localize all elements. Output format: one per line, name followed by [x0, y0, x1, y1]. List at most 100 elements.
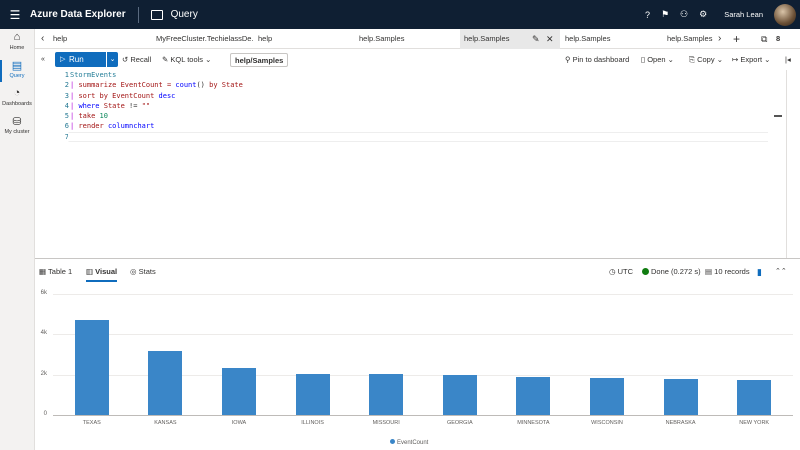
copy-results-icon[interactable]: ▮ — [757, 267, 762, 277]
column-chart: 0 2k 4k 6k TEXAS KANSAS IOWA ILLINOIS MISSOURI GE… — [35, 284, 800, 450]
keyword-token: summarize — [78, 81, 121, 90]
chart-legend[interactable]: EventCount — [390, 439, 428, 446]
tab-stats[interactable]: ◎ Stats — [130, 262, 156, 282]
x-tick-label: IOWA — [231, 420, 247, 426]
left-nav: ⌂ Home ▤ Query ◔ Dashboards ⛁ My cluster — [0, 29, 35, 450]
pipe-token: | — [70, 101, 79, 110]
code-line[interactable]: | render columnchart — [68, 121, 768, 131]
x-tick-label: MINNESOTA — [517, 420, 550, 426]
column-token: State — [221, 81, 243, 90]
scroll-right-icon[interactable]: › — [718, 33, 722, 44]
keyword-token: desc — [158, 91, 176, 100]
pin-to-dashboard-button[interactable]: ⚲ Pin to dashboard — [565, 50, 629, 70]
database-selector[interactable]: help/Samples — [230, 53, 289, 67]
pipe-token: | — [70, 91, 79, 100]
dashboard-icon: ◔ — [13, 87, 21, 99]
bar-minnesota[interactable] — [516, 377, 551, 415]
avatar[interactable] — [774, 3, 796, 26]
bar-illinois[interactable] — [295, 374, 330, 415]
kql-tools-button[interactable]: ✎ KQL tools ⌄ — [162, 55, 212, 64]
bar-wisconsin[interactable] — [590, 377, 624, 415]
tab-visual[interactable]: ▥ Visual — [86, 262, 118, 282]
user-name[interactable]: Sarah Lean — [724, 10, 763, 19]
app-title[interactable]: Azure Data Explorer — [30, 9, 126, 20]
kql-tools-label: KQL tools — [170, 55, 204, 64]
y-tick-label: 6k — [40, 290, 47, 296]
query-editor[interactable]: 1 2 3 4 5 6 7 StormEvents | summarize Ev… — [35, 70, 800, 258]
line-number: 6 — [64, 122, 69, 131]
records-label: 10 records — [714, 267, 750, 276]
line-number: 7 — [64, 132, 69, 141]
table-icon: ▦ — [39, 267, 49, 276]
bar-texas[interactable] — [74, 320, 109, 415]
hamburger-menu-icon[interactable]: ☰ — [9, 7, 21, 22]
close-tab-icon[interactable]: ✕ — [546, 34, 554, 44]
tab-label: Visual — [95, 267, 118, 276]
legend-swatch — [390, 439, 395, 444]
recall-button[interactable]: ↺ Recall — [122, 50, 151, 70]
bar-georgia[interactable] — [442, 375, 477, 415]
nav-dashboards[interactable]: ◔ Dashboards — [0, 85, 34, 113]
collapse-results-icon[interactable]: ⌃⌃ — [775, 268, 787, 275]
pin-label: Pin to dashboard — [572, 55, 630, 64]
query-tab[interactable]: MyFreeCluster.TechielassDe... — [156, 34, 254, 43]
bar-missouri[interactable] — [369, 374, 404, 415]
query-page-icon — [150, 9, 163, 20]
tabs-list-icon[interactable]: ⧉ — [761, 34, 768, 44]
settings-icon[interactable]: ⚙ — [699, 9, 708, 19]
bar-iowa[interactable] — [222, 367, 256, 415]
query-tab[interactable]: help — [258, 34, 273, 43]
collapse-icon[interactable]: « — [41, 56, 45, 63]
add-tab-icon[interactable]: + — [733, 32, 741, 46]
play-icon: ▷ — [60, 56, 66, 63]
y-tick-label: 0 — [43, 411, 47, 417]
x-tick-label: WISCONSIN — [591, 420, 623, 426]
query-tab[interactable]: help.Samples — [565, 34, 611, 43]
clock-icon: ◷ — [609, 267, 618, 276]
run-button[interactable]: ▷ Run — [55, 52, 117, 67]
code-line[interactable]: | where State != "" — [68, 101, 768, 111]
export-button[interactable]: ↦ Export ⌄ — [732, 55, 771, 64]
status-label: Done (0.272 s) — [651, 267, 701, 276]
column-token: State — [103, 101, 130, 110]
query-tab[interactable]: help.Samples — [359, 34, 405, 43]
pipe-token: | — [70, 81, 79, 90]
code-line[interactable]: | take 10 — [68, 111, 768, 121]
query-tab[interactable]: help — [53, 34, 68, 43]
minimap-marker — [774, 115, 782, 117]
pipe-token: | — [70, 122, 79, 131]
code-line[interactable]: | summarize EventCount = count() by Stat… — [68, 80, 768, 90]
bar-kansas[interactable] — [148, 351, 183, 415]
nav-home[interactable]: ⌂ Home — [0, 29, 34, 57]
query-tab-active[interactable]: help.Samples — [460, 29, 560, 49]
run-options-dropdown[interactable]: ⌄ — [106, 52, 118, 67]
share-icon[interactable]: ⚇ — [680, 9, 689, 19]
records-icon: ▤ — [705, 267, 715, 276]
tab-label: Table 1 — [48, 267, 73, 276]
open-button[interactable]: ▯ Open ⌄ — [641, 55, 674, 64]
edit-tab-icon[interactable]: ✎ — [532, 34, 540, 44]
code-line[interactable]: | sort by EventCount desc — [68, 91, 768, 101]
copy-label: Copy — [697, 55, 715, 64]
query-tab[interactable]: help.Samples — [667, 34, 713, 43]
column-token: EventCount = — [120, 81, 176, 90]
nav-my-cluster[interactable]: ⛁ My cluster — [0, 113, 34, 141]
help-icon[interactable]: ? — [644, 9, 650, 20]
scroll-left-icon[interactable]: ‹ — [41, 33, 45, 44]
code-area[interactable]: StormEvents | summarize EventCount = cou… — [68, 70, 768, 143]
bar-nebraska[interactable] — [663, 379, 698, 415]
expand-panel-icon[interactable]: |◂ — [785, 55, 791, 64]
bar-new-york[interactable] — [737, 379, 772, 415]
editor-scrollbar[interactable] — [786, 70, 800, 258]
code-line-current[interactable] — [68, 131, 768, 143]
copy-button[interactable]: ⎘ Copy ⌄ — [689, 55, 723, 64]
code-line[interactable]: StormEvents — [68, 70, 768, 80]
tab-table-1[interactable]: ▦ Table 1 — [39, 262, 72, 282]
timezone-toggle[interactable]: ◷ UTC — [609, 262, 633, 282]
keyword-token: where — [78, 101, 104, 110]
query-status: Done (0.272 s) — [642, 262, 701, 282]
feedback-icon[interactable]: ⚑ — [660, 9, 670, 19]
nav-query[interactable]: ▤ Query — [0, 57, 34, 85]
panel-splitter[interactable] — [35, 258, 800, 259]
tab-label: Stats — [138, 267, 156, 276]
